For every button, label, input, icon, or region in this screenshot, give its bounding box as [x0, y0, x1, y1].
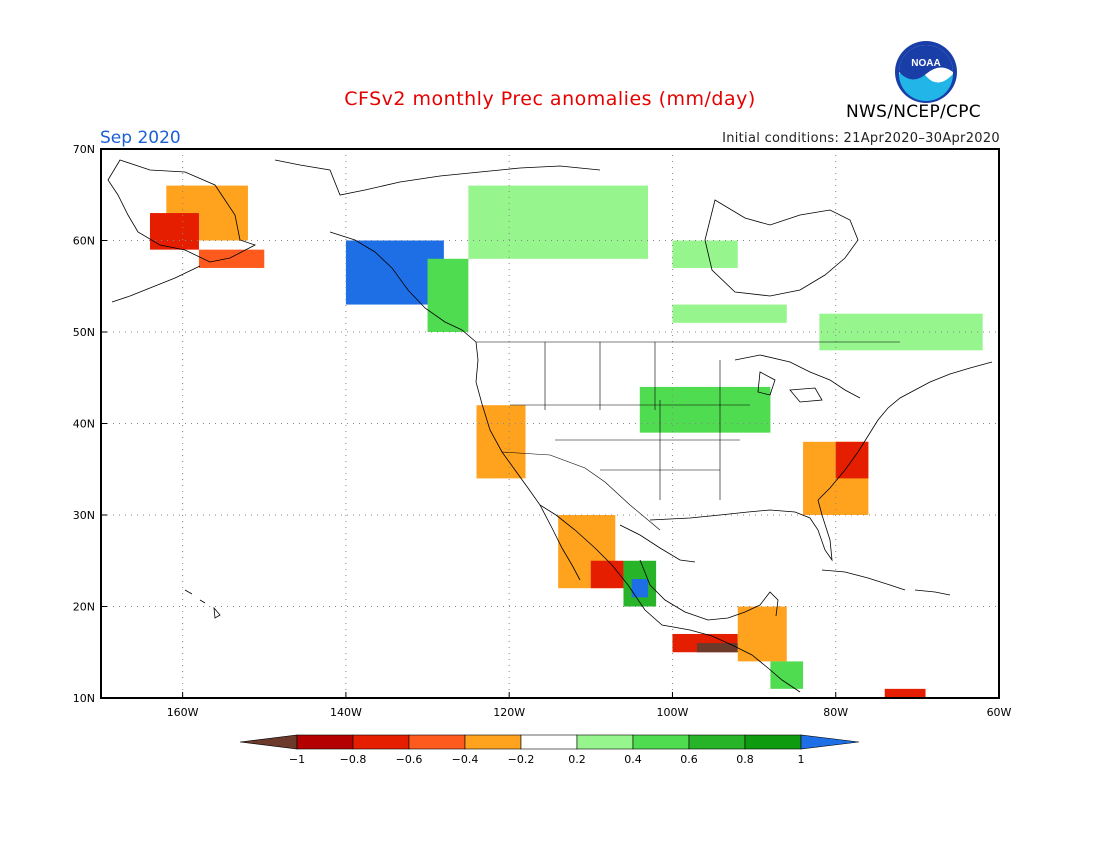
- anomaly-cell: [770, 661, 804, 689]
- anomaly-cell: [476, 405, 526, 479]
- anomaly-cell: [737, 606, 787, 662]
- anomaly-cell: [672, 240, 738, 268]
- colorbar-label: −0.6: [396, 753, 423, 766]
- anomaly-cell: [631, 579, 648, 598]
- colorbar-segment: [408, 734, 466, 750]
- lon-tick-label: 160W: [167, 706, 199, 719]
- colorbar-label: 0.8: [736, 753, 754, 766]
- lat-tick-label: 50N: [73, 326, 95, 339]
- anomaly-cells: [149, 185, 983, 698]
- anomaly-cell: [639, 386, 771, 433]
- colorbar-segment: [688, 734, 746, 750]
- colorbar-label: 0.4: [624, 753, 642, 766]
- colorbar-segment: [576, 734, 634, 750]
- lat-tick-label: 30N: [73, 509, 95, 522]
- colorbar-label: 0.6: [680, 753, 698, 766]
- colorbar-segment: [352, 734, 410, 750]
- colorbar-segment: [744, 734, 802, 750]
- colorbar-label: 1: [798, 753, 805, 766]
- colorbar-arrow-high: [800, 734, 860, 750]
- lat-tick-label: 10N: [73, 692, 95, 705]
- colorbar-segment: [632, 734, 690, 750]
- lon-tick-label: 100W: [657, 706, 689, 719]
- lat-tick-label: 40N: [73, 418, 95, 431]
- political-borders: [476, 341, 900, 531]
- colorbar-label: −0.2: [508, 753, 535, 766]
- map-title: CFSv2 monthly Prec anomalies (mm/day): [344, 88, 756, 110]
- colorbar-segment: [296, 734, 354, 750]
- anomaly-cell: [427, 258, 469, 332]
- initial-conditions: Initial conditions: 21Apr2020–30Apr2020: [722, 131, 1000, 146]
- axis-labels: 70N 60N 50N 40N 30N 20N 10N 160W 140W 120W 100W 80W…: [73, 143, 1012, 719]
- lon-tick-label: 120W: [493, 706, 525, 719]
- lon-tick-label: 80W: [823, 706, 848, 719]
- anomaly-cell: [672, 304, 787, 323]
- logo-text: NOAA: [911, 58, 940, 69]
- lon-tick-label: 60W: [987, 706, 1012, 719]
- anomaly-cell: [590, 560, 624, 589]
- lat-tick-label: 20N: [73, 601, 95, 614]
- agency-label: NWS/NCEP/CPC: [846, 102, 981, 122]
- colorbar: −1 −0.8 −0.6 −0.4 −0.2 0.2 0.4 0.6 0.8 1: [239, 734, 860, 766]
- lat-tick-label: 60N: [73, 235, 95, 248]
- anomaly-cell: [468, 185, 648, 259]
- colorbar-arrow-low: [239, 734, 298, 750]
- coastlines-borders: [107, 159, 993, 693]
- colorbar-label: −1: [289, 753, 305, 766]
- anomaly-cell: [198, 249, 265, 268]
- lon-tick-label: 140W: [330, 706, 362, 719]
- anomaly-cell: [819, 313, 983, 351]
- lat-tick-label: 70N: [73, 143, 95, 156]
- colorbar-segment: [520, 734, 578, 750]
- anomaly-cell: [884, 688, 926, 698]
- noaa-logo-icon: NOAA: [895, 41, 957, 103]
- anomaly-cell: [696, 643, 738, 653]
- forecast-month: Sep 2020: [100, 128, 181, 148]
- anomaly-cell: [149, 213, 199, 250]
- colorbar-label: −0.8: [340, 753, 367, 766]
- colorbar-label: −0.4: [452, 753, 479, 766]
- colorbar-segment: [464, 734, 522, 750]
- colorbar-label: 0.2: [568, 753, 586, 766]
